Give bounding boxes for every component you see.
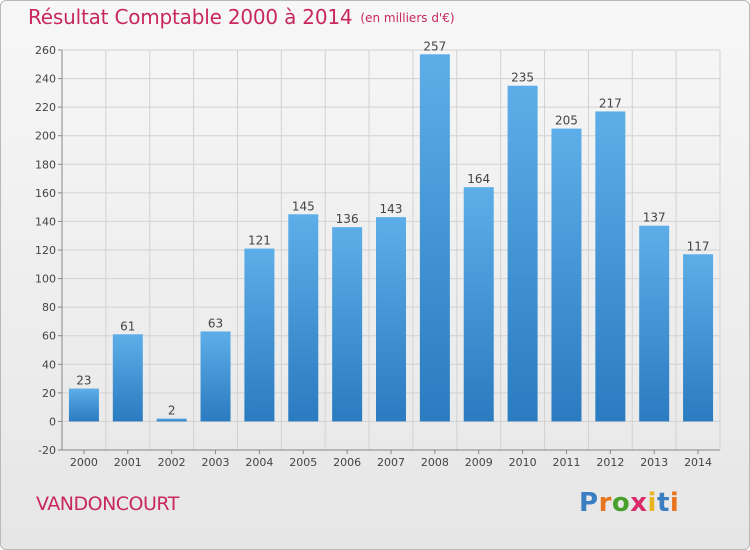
bar (551, 128, 582, 422)
y-tick-label: 0 (49, 415, 56, 428)
x-tick-label: 2008 (421, 456, 449, 469)
brand-letter: o (611, 488, 631, 518)
data-label: 164 (467, 172, 490, 186)
data-label: 2 (168, 404, 176, 418)
data-labels: 23 61 2 63 121 145 136 143 257 164 235 205 217 137 117 (76, 39, 709, 417)
y-tick-label: 200 (35, 130, 56, 143)
x-tick-label: 2012 (596, 456, 624, 469)
chart-title-block: Résultat Comptable 2000 à 2014 (en millie… (28, 5, 455, 29)
x-tick-labels: 2000 2001 2002 2003 2004 2005 2006 2007 2008 2009… (70, 456, 712, 469)
x-tick-label: 2009 (465, 456, 493, 469)
x-tick-label: 2001 (114, 456, 142, 469)
y-tick-label: 100 (35, 273, 56, 286)
data-label: 136 (336, 212, 359, 226)
y-tick-label: 160 (35, 187, 56, 200)
y-tick-label: 240 (35, 73, 56, 86)
y-tick-labels: -20 0 20 40 60 80 100 120 140 160 180 200 220 240 260 (35, 44, 56, 457)
data-label: 23 (76, 374, 91, 388)
data-label: 121 (248, 234, 271, 248)
brand-letter: i (669, 488, 680, 518)
data-label: 235 (511, 71, 534, 85)
proxiti-logo: Proxiti (579, 488, 679, 518)
x-tick-label: 2003 (202, 456, 230, 469)
data-label: 217 (599, 96, 622, 110)
bar (156, 418, 187, 422)
data-label: 137 (643, 211, 666, 225)
data-label: 63 (208, 316, 223, 330)
x-tick-label: 2002 (158, 456, 186, 469)
bar (288, 214, 319, 422)
bar (507, 85, 538, 422)
x-tick-label: 2000 (70, 456, 98, 469)
x-tick-label: 2010 (509, 456, 537, 469)
data-label: 117 (687, 239, 710, 253)
y-tick-label: 120 (35, 244, 56, 257)
y-tick-label: 260 (35, 44, 56, 57)
brand-letter: x (630, 488, 648, 518)
bar (244, 248, 275, 422)
bar (595, 111, 626, 422)
y-tick-label: 20 (42, 387, 56, 400)
y-tick-label: 60 (42, 330, 56, 343)
x-tick-label: 2011 (552, 456, 580, 469)
chart-unit: (en milliers d'€) (360, 11, 455, 25)
brand-letter: r (598, 488, 612, 518)
bar (683, 254, 714, 422)
y-tick-label: 80 (42, 301, 56, 314)
bar (419, 54, 450, 422)
y-tick-label: 140 (35, 215, 56, 228)
data-label: 145 (292, 199, 315, 213)
data-label: 205 (555, 114, 578, 128)
brand-letter: t (656, 488, 670, 518)
x-tick-label: 2014 (684, 456, 712, 469)
bar (463, 187, 494, 422)
bar (639, 225, 670, 422)
x-tick-label: 2007 (377, 456, 405, 469)
y-tick-label: 220 (35, 101, 56, 114)
brand-letter: P (579, 488, 599, 518)
x-tick-label: 2004 (245, 456, 273, 469)
bars (68, 54, 714, 422)
y-tick-label: -20 (38, 444, 56, 457)
data-label: 61 (120, 319, 135, 333)
bar (332, 227, 363, 422)
data-label: 143 (380, 202, 403, 216)
brand-letter: i (647, 488, 657, 518)
bar (112, 334, 143, 422)
commune-name: VANDONCOURT (36, 493, 179, 515)
x-tick-label: 2013 (640, 456, 668, 469)
y-tick-label: 180 (35, 158, 56, 171)
bar (376, 217, 406, 422)
x-tick-label: 2006 (333, 456, 361, 469)
y-tick-label: 40 (42, 358, 56, 371)
x-tick-label: 2005 (289, 456, 317, 469)
bar (200, 331, 231, 422)
chart-title: Résultat Comptable 2000 à 2014 (28, 5, 353, 29)
axes (58, 49, 720, 454)
bar (68, 388, 99, 422)
data-label: 257 (423, 39, 446, 53)
